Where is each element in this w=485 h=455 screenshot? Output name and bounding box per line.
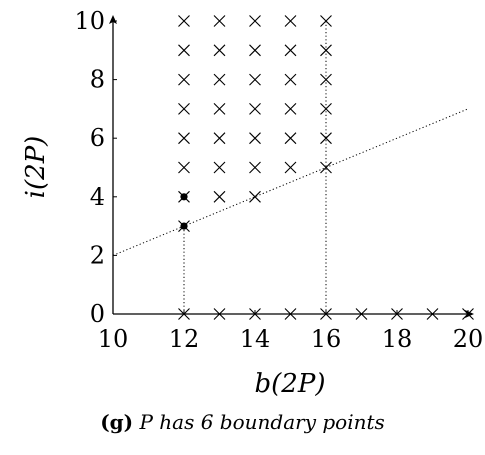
cross-point-12-0 [178, 308, 190, 320]
cross-point-12-10 [178, 15, 190, 27]
cross-point-14-7 [249, 103, 261, 115]
x-tick-label-14: 14 [240, 325, 271, 353]
cross-point-13-6 [213, 132, 226, 145]
cross-point-16-7 [320, 103, 332, 115]
cross-point-18-0 [391, 308, 403, 320]
axes [109, 15, 474, 318]
cross-point-13-0 [213, 308, 226, 320]
cross-point-12-8 [178, 73, 190, 86]
cross-point-17-0 [355, 308, 368, 320]
cross-point-15-5 [284, 161, 297, 174]
x-axis-arrow [465, 310, 474, 318]
data-marks [178, 15, 474, 320]
cross-point-15-6 [284, 132, 297, 145]
cross-point-15-10 [284, 15, 297, 27]
dot-point-12-4 [180, 193, 188, 201]
cross-point-13-5 [213, 161, 226, 174]
cross-point-16-6 [320, 132, 332, 145]
y-tick-label-2: 2 [90, 241, 105, 269]
cross-point-12-5 [178, 161, 190, 174]
cross-point-12-6 [178, 132, 190, 145]
cross-point-15-7 [284, 103, 297, 115]
figure-caption: (g) P has 6 boundary points [0, 410, 485, 434]
guide-lines [183, 21, 327, 314]
cross-point-13-4 [213, 190, 226, 203]
cross-point-15-8 [284, 73, 297, 86]
y-tick-label-6: 6 [90, 124, 105, 152]
trend-line [112, 108, 469, 256]
x-axis-label: b(2P) [255, 369, 326, 399]
chart: 10 12 14 16 18 20 0 2 4 6 8 10 b(2P) i(2P) [21, 7, 483, 399]
cross-point-16-10 [320, 15, 332, 27]
trend-line-segment [112, 108, 469, 256]
cross-point-16-9 [320, 44, 332, 57]
y-tick-label-0: 0 [90, 300, 105, 328]
cross-point-19-0 [426, 308, 439, 320]
caption-tag: (g) [100, 410, 134, 434]
cross-point-14-6 [249, 132, 261, 145]
x-tick-label-18: 18 [382, 325, 413, 353]
cross-point-16-5 [320, 161, 332, 174]
y-tick-label-4: 4 [90, 183, 105, 211]
x-tick-label-16: 16 [311, 325, 342, 353]
caption-text: P has 6 boundary points [139, 410, 385, 434]
y-axis-label: i(2P) [21, 136, 51, 199]
cross-point-16-8 [320, 73, 332, 86]
ticks: 10 12 14 16 18 20 0 2 4 6 8 10 [74, 7, 483, 353]
cross-point-14-10 [249, 15, 261, 27]
x-tick-label-10: 10 [98, 325, 129, 353]
cross-point-14-9 [249, 44, 261, 57]
dot-point-12-3 [180, 222, 188, 230]
x-tick-label-20: 20 [453, 325, 484, 353]
cross-point-14-4 [249, 190, 261, 203]
y-tick-label-8: 8 [90, 66, 105, 94]
cross-point-13-7 [213, 103, 226, 115]
cross-point-12-7 [178, 103, 190, 115]
y-tick-label-10: 10 [74, 7, 105, 35]
y-axis-arrow [109, 15, 117, 24]
cross-point-14-8 [249, 73, 261, 86]
cross-point-20-0 [462, 308, 474, 320]
cross-point-13-10 [213, 15, 226, 27]
cross-point-16-0 [320, 308, 332, 320]
cross-point-13-8 [213, 73, 226, 86]
cross-point-14-0 [249, 308, 261, 320]
cross-point-14-5 [249, 161, 261, 174]
cross-point-15-0 [284, 308, 297, 320]
cross-point-12-9 [178, 44, 190, 57]
x-tick-label-12: 12 [169, 325, 200, 353]
cross-point-15-9 [284, 44, 297, 57]
cross-point-13-9 [213, 44, 226, 57]
